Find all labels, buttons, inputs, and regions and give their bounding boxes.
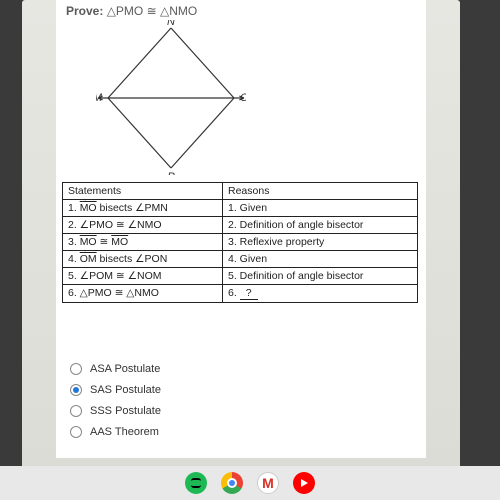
statement-cell: 2. ∠PMO ≅ ∠NMO [63,217,223,234]
gmail-icon[interactable]: M [257,472,279,494]
svg-text:O: O [240,92,246,104]
answer-options: ASA Postulate SAS Postulate SSS Postulate A… [70,354,161,447]
svg-text:P: P [167,171,175,175]
option-label: AAS Theorem [90,426,159,438]
answer-option[interactable]: ASA Postulate [70,363,161,375]
radio-icon [70,405,82,417]
reason-cell: 4. Given [223,251,418,268]
proof-table: Statements Reasons 1. MO bisects ∠PMN1. … [62,182,418,303]
table-row: 4. OM bisects ∠PON4. Given [63,251,418,268]
answer-option[interactable]: SSS Postulate [70,405,161,417]
reason-cell: 6. ? [223,285,418,303]
svg-text:M: M [96,92,103,104]
chrome-icon[interactable] [221,472,243,494]
radio-icon [70,363,82,375]
reason-cell: 1. Given [223,200,418,217]
reason-cell: 2. Definition of angle bisector [223,217,418,234]
rhombus-diagram: N M O P [96,20,246,175]
youtube-icon[interactable] [293,472,315,494]
table-row: 1. MO bisects ∠PMN1. Given [63,200,418,217]
proof-tbody: 1. MO bisects ∠PMN1. Given2. ∠PMO ≅ ∠NMO… [63,200,418,303]
prove-line: Prove: △PMO ≅ △NMO [66,4,197,18]
statement-cell: 5. ∠POM ≅ ∠NOM [63,268,223,285]
prove-label: Prove: [66,4,103,18]
reason-cell: 5. Definition of angle bisector [223,268,418,285]
table-row: 5. ∠POM ≅ ∠NOM5. Definition of angle bis… [63,268,418,285]
option-label: ASA Postulate [90,363,160,375]
prove-text: △PMO ≅ △NMO [107,4,198,18]
radio-icon [70,384,82,396]
table-row: 6. △PMO ≅ △NMO6. ? [63,285,418,303]
option-label: SSS Postulate [90,405,161,417]
laptop-screen: Prove: △PMO ≅ △NMO N M O P Statements Reaso… [22,0,460,470]
worksheet-page: Prove: △PMO ≅ △NMO N M O P Statements Reaso… [56,0,426,458]
table-row: 3. MO ≅ MO3. Reflexive property [63,234,418,251]
table-row: 2. ∠PMO ≅ ∠NMO2. Definition of angle bis… [63,217,418,234]
radio-icon [70,426,82,438]
answer-option[interactable]: SAS Postulate [70,384,161,396]
svg-text:N: N [167,20,175,28]
reason-cell: 3. Reflexive property [223,234,418,251]
spotify-icon[interactable] [185,472,207,494]
th-reasons: Reasons [223,183,418,200]
option-label: SAS Postulate [90,384,161,396]
statement-cell: 4. OM bisects ∠PON [63,251,223,268]
taskbar: M [0,466,500,500]
statement-cell: 1. MO bisects ∠PMN [63,200,223,217]
answer-option[interactable]: AAS Theorem [70,426,161,438]
statement-cell: 6. △PMO ≅ △NMO [63,285,223,303]
